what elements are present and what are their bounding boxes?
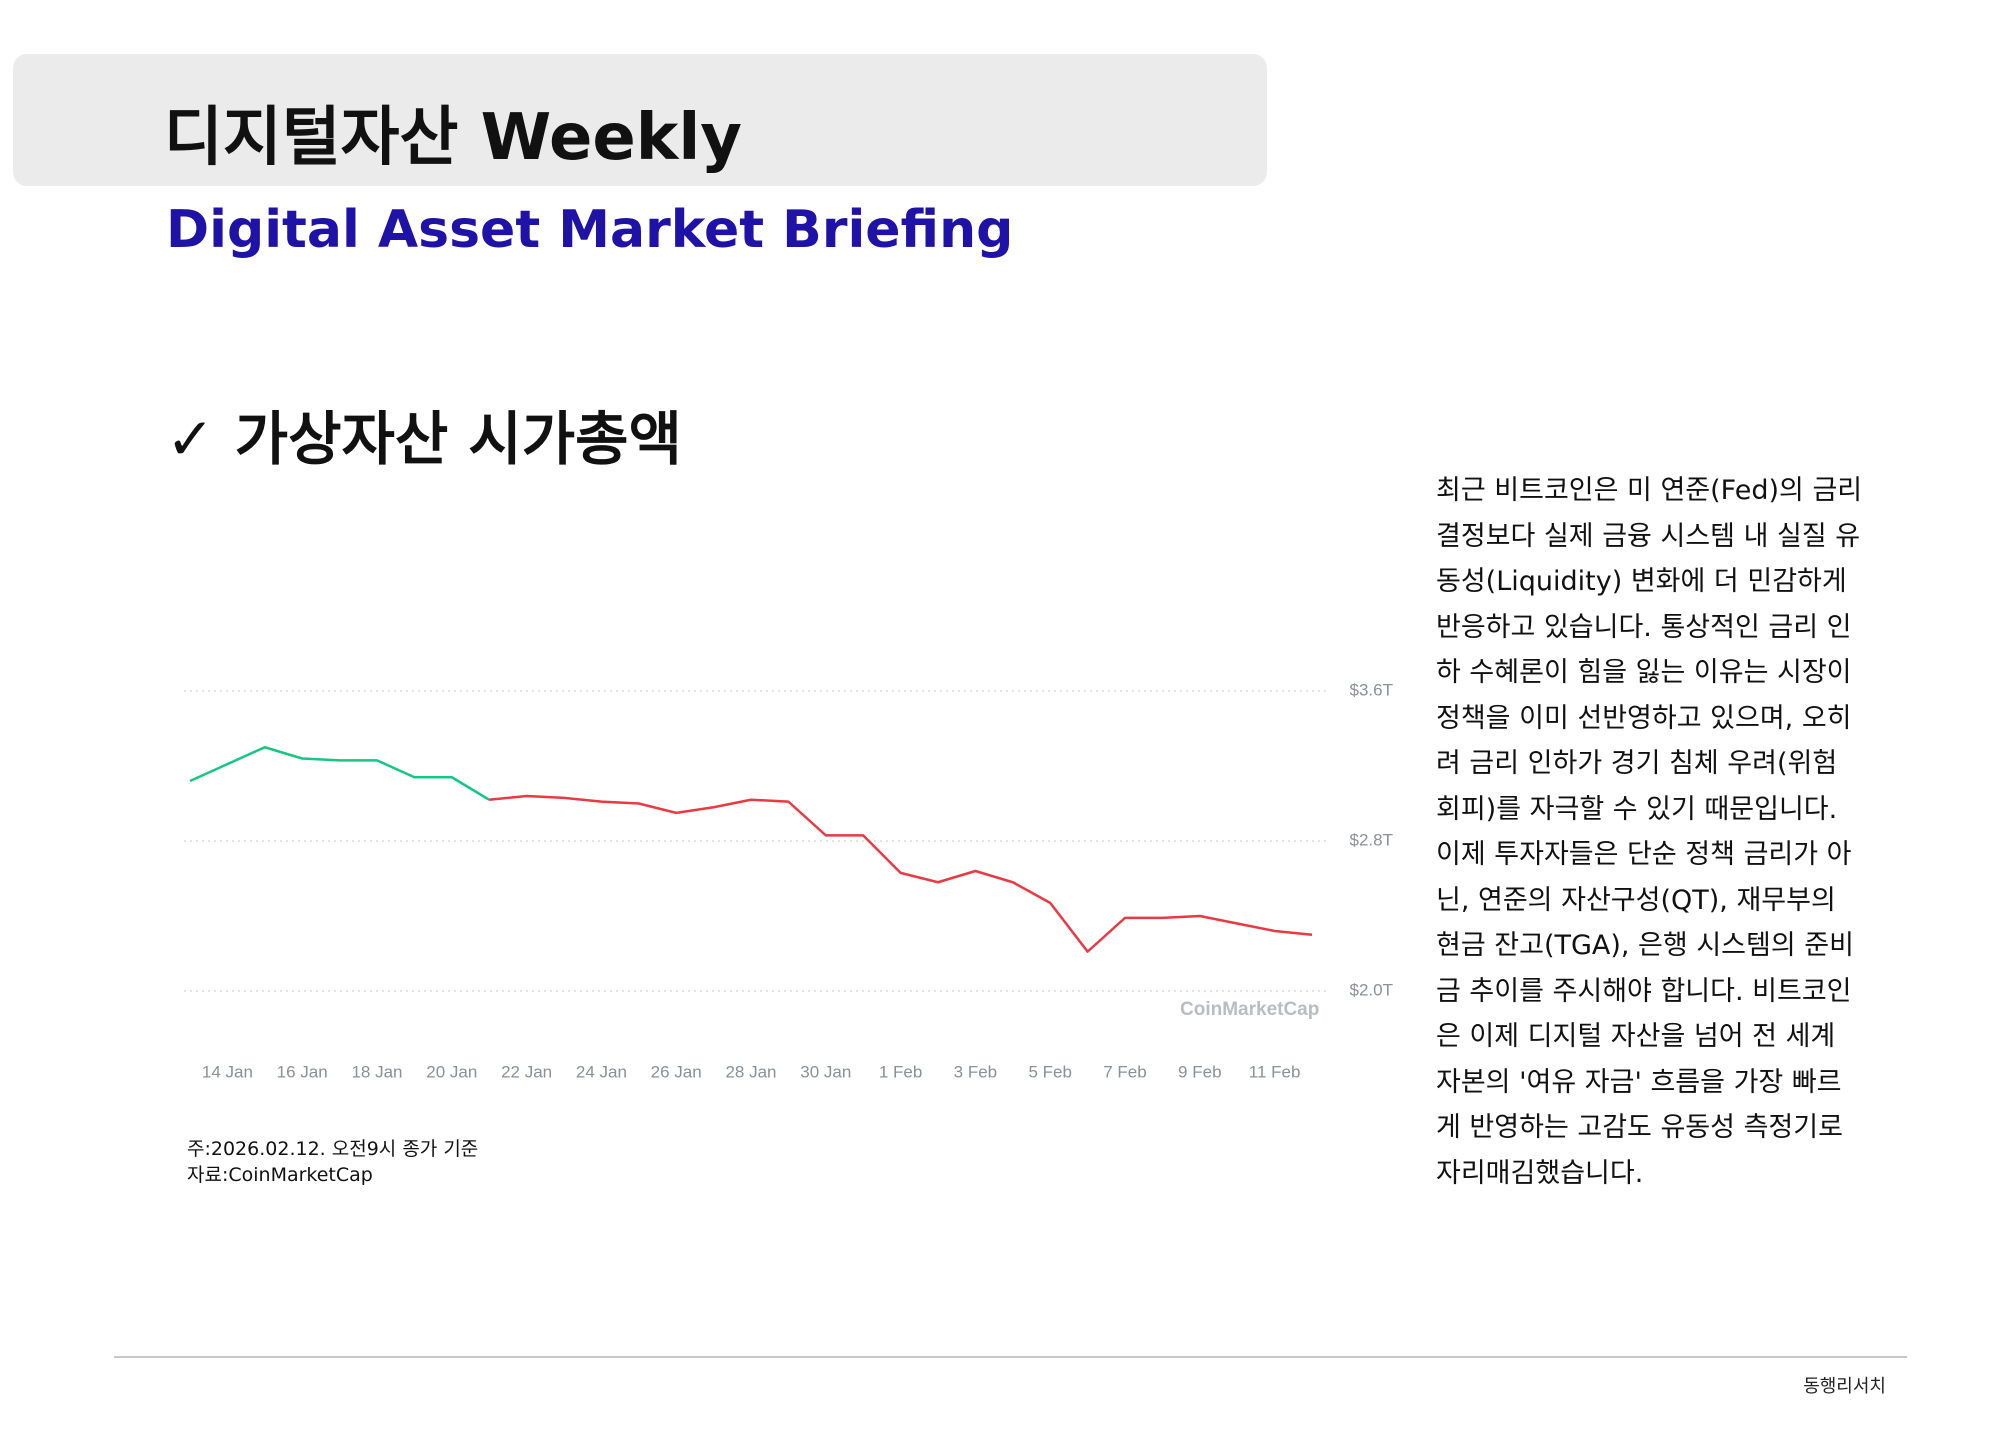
title: 디지털자산 Weekly — [164, 101, 743, 175]
section-title: ✓ 가상자산 시가총액 — [166, 405, 682, 473]
x-tick-label: 16 Jan — [277, 1062, 328, 1081]
body-line: 려 금리 인하가 경기 침체 우려(위험 — [1436, 748, 1838, 779]
x-tick-label: 20 Jan — [426, 1062, 477, 1081]
body-line: 자본의 '여유 자금' 흐름을 가장 빠르 — [1436, 1066, 1842, 1098]
body-line: 동성(Liquidity) 변화에 더 민감하게 — [1436, 566, 1847, 597]
body-line: 현금 잔고(TGA), 은행 시스템의 준비 — [1436, 930, 1854, 961]
body-line: 자리매김했습니다. — [1436, 1157, 1644, 1189]
x-tick-label: 14 Jan — [202, 1062, 253, 1081]
body-line: 하 수혜론이 힘을 잃는 이유는 시장이 — [1436, 657, 1852, 688]
chart: $3.6T $2.8T $2.0T CoinMarketCap 14 Jan 16 Jan… — [184, 680, 1393, 1081]
x-tick-label: 3 Feb — [954, 1062, 997, 1081]
y-tick-label: $2.8T — [1350, 830, 1393, 849]
x-tick-label: 9 Feb — [1178, 1062, 1221, 1081]
footer-brand: 동행리서치 — [1803, 1376, 1886, 1397]
y-tick-label: $3.6T — [1350, 680, 1393, 699]
body-line: 금 추이를 주시해야 합니다. 비트코인 — [1436, 975, 1852, 1007]
x-tick-label: 7 Feb — [1103, 1062, 1146, 1081]
x-tick-label: 11 Feb — [1249, 1062, 1301, 1081]
body-line: 결정보다 실제 금융 시스템 내 실질 유 — [1436, 520, 1861, 552]
x-tick-label: 24 Jan — [576, 1062, 627, 1081]
price-line — [189, 746, 490, 801]
note: 자료:CoinMarketCap — [187, 1164, 373, 1186]
x-tick-label: 26 Jan — [651, 1062, 702, 1081]
price-line — [489, 794, 1313, 953]
title-box — [13, 54, 1267, 186]
body-line: 게 반영하는 고감도 유동성 측정기로 — [1436, 1112, 1843, 1143]
subtitle: Digital Asset Market Briefing — [166, 200, 1014, 260]
divider — [114, 1356, 1907, 1358]
body-line: 이제 투자자들은 단순 정책 금리가 아 — [1436, 839, 1852, 870]
watermark: CoinMarketCap — [1180, 999, 1319, 1020]
body-line: 최근 비트코인은 미 연준(Fed)의 금리 — [1436, 475, 1863, 506]
x-tick-label: 30 Jan — [800, 1062, 851, 1081]
x-tick-label: 28 Jan — [725, 1062, 776, 1081]
body-line: 반응하고 있습니다. 통상적인 금리 인 — [1436, 611, 1852, 643]
x-tick-label: 22 Jan — [501, 1062, 552, 1081]
x-tick-label: 5 Feb — [1028, 1062, 1071, 1081]
body-line: 정책을 이미 선반영하고 있으며, 오히 — [1436, 702, 1852, 734]
x-tick-label: 1 Feb — [879, 1062, 922, 1081]
y-tick-label: $2.0T — [1350, 980, 1393, 999]
body-line: 회피)를 자극할 수 있기 때문입니다. — [1436, 793, 1838, 825]
body-line: 닌, 연준의 자산구성(QT), 재무부의 — [1436, 884, 1836, 916]
body-line: 은 이제 디지털 자산을 넘어 전 세계 — [1436, 1021, 1836, 1052]
x-tick-label: 18 Jan — [351, 1062, 402, 1081]
note: 주:2026.02.12. 오전9시 종가 기준 — [187, 1138, 479, 1160]
